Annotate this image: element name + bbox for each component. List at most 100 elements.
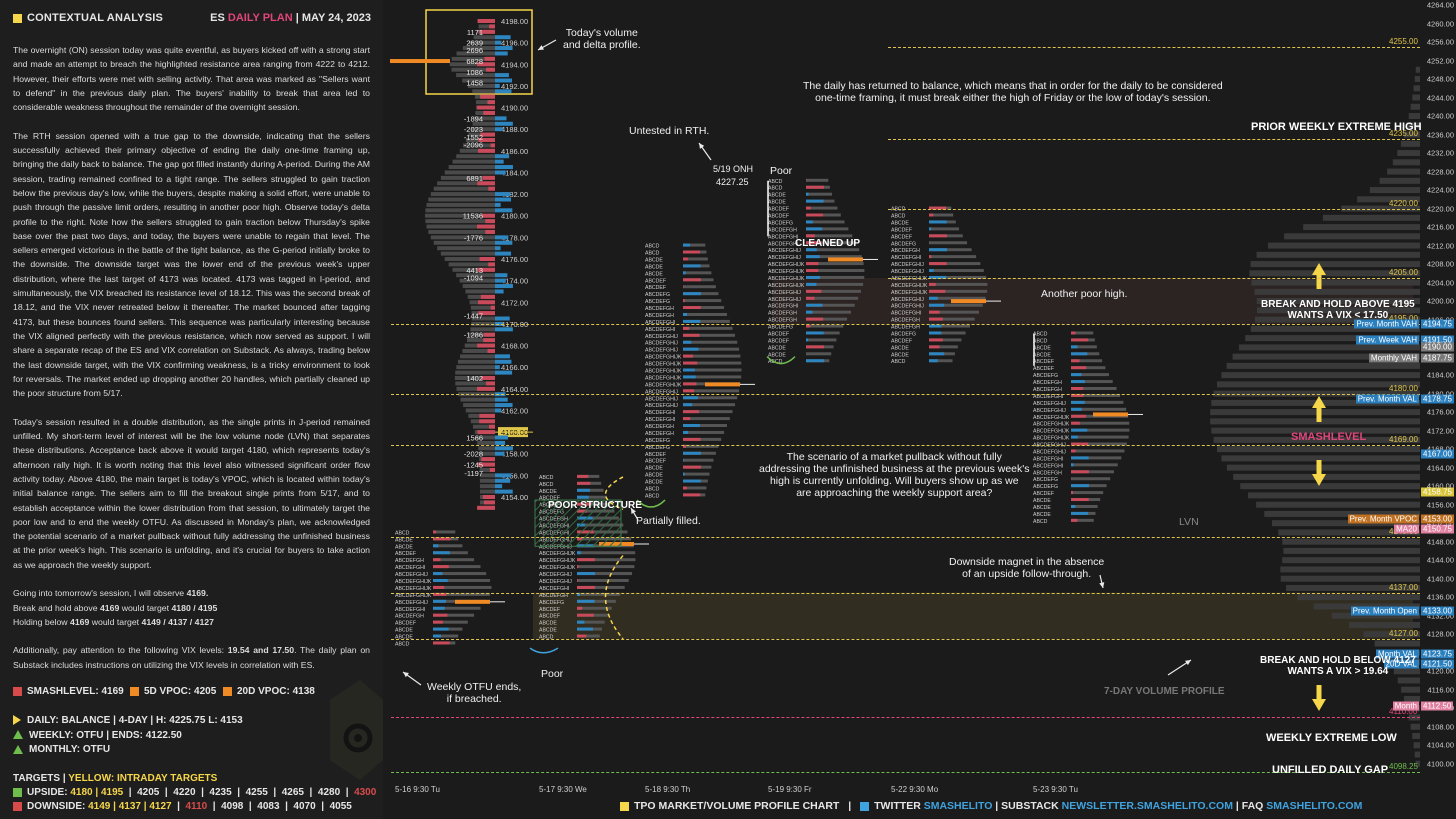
delta-volume-bar (463, 403, 495, 408)
delta-bar (495, 473, 512, 478)
session-volume-bar (1071, 380, 1113, 384)
session-volume-bar (683, 257, 708, 261)
session-volume-bar (1071, 366, 1106, 370)
tpo-row: ABCDEFGHIJK (645, 368, 682, 374)
delta-volume-bar (470, 327, 495, 332)
price-tick: 4144.00 (1426, 555, 1454, 565)
tpo-row: ABCDEF (539, 496, 560, 502)
session-delta-bar (577, 488, 590, 492)
session-delta-bar (806, 255, 820, 259)
delta-price-tick: 4174.00 (501, 277, 528, 286)
level-label: 4195.00 (1389, 314, 1418, 324)
delta-value: 11536 (463, 212, 483, 221)
delta-volume-bar (471, 316, 495, 321)
level-name-tag: Prev. Month Open (1350, 606, 1419, 616)
session-volume-bar (806, 213, 841, 217)
price-tick: 4208.00 (1426, 259, 1454, 269)
tpo-row: ABCDEFGHI (768, 241, 798, 247)
delta-volume-bar (452, 159, 495, 164)
tpo-row: ABCDEFGHIJ (1033, 401, 1066, 407)
session-delta-bar (433, 572, 443, 576)
volume-bar (1226, 362, 1420, 369)
tpo-row: ABCDEFGHIJ (891, 269, 924, 275)
level-value-tag: 4187.75 (1421, 353, 1454, 363)
volume-bar (1400, 140, 1420, 147)
delta-bar (477, 105, 495, 110)
session-delta-bar (929, 234, 947, 238)
session-delta-bar (1071, 463, 1074, 467)
volume-bar (1238, 344, 1420, 351)
tpo-row: ABCDEFG (539, 600, 564, 606)
delta-value: 1086 (466, 68, 483, 77)
volume-bar (1233, 473, 1420, 480)
tpo-row: ABCDEFGH (891, 318, 920, 324)
tpo-row: ABCD (395, 641, 410, 647)
annotation-scenario: The scenario of a market pullback withou… (759, 451, 1030, 499)
delta-volume-bar (456, 73, 495, 78)
session-delta-bar (929, 275, 947, 279)
delta-volume-bar (462, 284, 495, 289)
session-delta-bar (929, 317, 943, 321)
tpo-row: ABCDEFGHI (395, 607, 425, 613)
session-delta-bar (683, 382, 697, 386)
session-delta-bar (433, 530, 437, 534)
level-value-tag: 4112.50 (1421, 701, 1454, 711)
delta-volume-bar (462, 78, 495, 83)
session-delta-bar (929, 352, 945, 356)
session-delta-bar (806, 262, 819, 266)
tpo-row: ABCDEFGH (768, 318, 797, 324)
session-volume-bar (1071, 470, 1114, 474)
panel-title: CONTEXTUAL ANALYSIS (27, 12, 164, 24)
session-delta-bar (683, 257, 688, 261)
delta-price-tick: 4172.00 (501, 298, 528, 307)
tpo-row: ABCDEFGH (891, 325, 920, 331)
tpo-row: ABCD (891, 214, 906, 220)
tpo-row: ABCDEFGH (1033, 387, 1062, 393)
faq-link[interactable]: SMASHELITO.COM (1266, 800, 1363, 812)
tpo-row: ABCDE (645, 264, 663, 270)
session-delta-bar (433, 634, 441, 638)
delta-volume-bar (454, 376, 495, 380)
delta-value: 6891 (466, 174, 483, 183)
volume-bar (1414, 751, 1420, 758)
session-delta-bar (929, 206, 947, 210)
session-volume-bar (433, 613, 475, 617)
delta-value: 1171 (467, 28, 483, 37)
level-label: 4235.00 (1389, 129, 1418, 139)
volume-profile-arrow-head (1185, 660, 1191, 666)
price-tick: 4220.00 (1426, 204, 1454, 214)
tpo-row: ABCDEFGHIJ (645, 348, 678, 354)
session-volume-bar (683, 424, 727, 428)
tpo-row: ABCDEFGH (395, 614, 424, 620)
annotation-magnet: Downside magnet in the absence of an ups… (949, 556, 1105, 580)
volume-bar (1254, 316, 1420, 323)
tpo-row: ABCDEFGHI (645, 410, 675, 416)
delta-volume-bar (456, 365, 495, 370)
tpo-row: ABCDE (645, 473, 663, 479)
delta-volume-bar (478, 24, 495, 29)
session-delta-bar (806, 269, 819, 273)
delta-bar (495, 35, 511, 40)
delta-volume-bar (451, 56, 495, 61)
session-volume-bar (1071, 449, 1125, 453)
session-volume-bar (433, 592, 491, 596)
magnet-arrow-head (1099, 582, 1105, 588)
substack-link[interactable]: NEWSLETTER.SMASHELITO.COM (1061, 800, 1233, 812)
delta-price-tick: 4156.00 (501, 471, 528, 480)
volume-bar (1322, 214, 1420, 221)
session-vpoc (828, 257, 863, 262)
tpo-row: ABCDE (539, 621, 557, 627)
session-volume-bar (1071, 407, 1127, 411)
tpo-row: ABCD (1033, 519, 1048, 525)
delta-bar (481, 457, 495, 462)
level-line (888, 208, 1420, 210)
session-delta-bar (683, 264, 701, 268)
tpo-row: ABCDEFG (1033, 484, 1058, 490)
delta-volume-bar (462, 46, 495, 51)
session-delta-bar (683, 326, 690, 330)
session-volume-bar (577, 495, 607, 499)
session-volume-bar (929, 241, 968, 245)
volume-bar (1369, 187, 1420, 194)
twitter-link[interactable]: SMASHELITO (923, 800, 993, 812)
session-volume-bar (929, 345, 958, 349)
